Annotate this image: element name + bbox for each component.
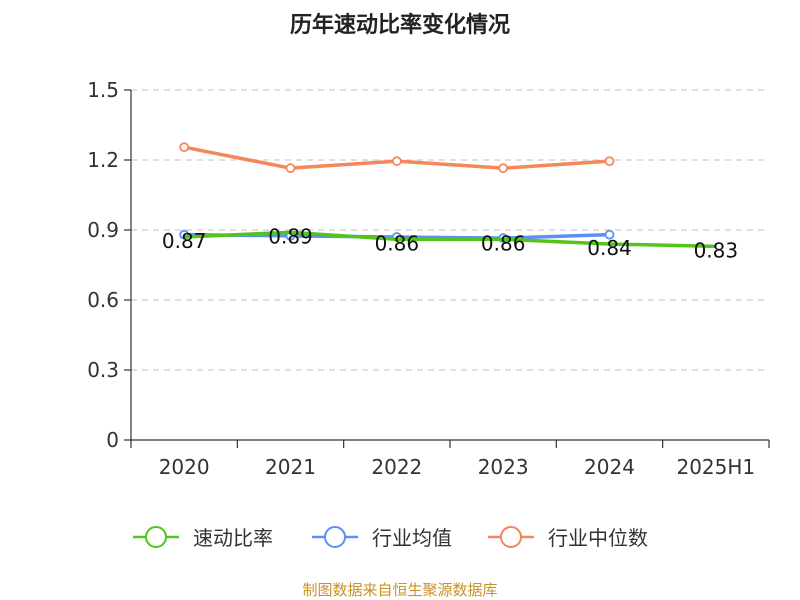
y-tick-label-3: 0.9 bbox=[87, 218, 119, 242]
legend-item-1[interactable]: 行业均值 bbox=[312, 526, 452, 550]
legend-swatch-marker bbox=[500, 526, 522, 548]
axes: 0 0.3 0.6 0.9 1.2 1.5 2020 2021 2022 2023 2024 2025… bbox=[87, 78, 770, 479]
legend[interactable]: 速动比率 行业均值 行业中位数 bbox=[133, 526, 648, 550]
series-1-point-4 bbox=[604, 229, 615, 240]
legend-label-1: 行业均值 bbox=[372, 526, 452, 550]
legend-label-0: 速动比率 bbox=[193, 526, 273, 550]
y-tick-label-2: 0.6 bbox=[87, 288, 119, 312]
data-labels: 0.87 0.89 0.86 0.86 0.84 0.83 bbox=[162, 224, 738, 262]
data-label-1: 0.89 bbox=[268, 224, 313, 248]
legend-swatch-marker bbox=[145, 526, 167, 548]
chart-title: 历年速动比率变化情况 bbox=[290, 12, 510, 38]
data-label-2: 0.86 bbox=[375, 231, 420, 255]
x-tick-label-0: 2020 bbox=[159, 455, 210, 479]
series-2-point-0 bbox=[179, 142, 190, 153]
x-tick-label-2: 2022 bbox=[371, 455, 422, 479]
source-note: 制图数据来自恒生聚源数据库 bbox=[302, 581, 497, 599]
series-2-point-1 bbox=[285, 163, 296, 174]
data-label-3: 0.86 bbox=[481, 231, 526, 255]
y-tick-label-0: 0 bbox=[106, 428, 119, 452]
data-label-5: 0.83 bbox=[694, 238, 739, 262]
x-tick-label-4: 2024 bbox=[584, 455, 635, 479]
x-tick-label-5: 2025H1 bbox=[676, 455, 755, 479]
legend-label-2: 行业中位数 bbox=[548, 526, 648, 550]
series-line-0 bbox=[184, 230, 716, 249]
legend-swatch-marker bbox=[324, 526, 346, 548]
legend-item-2[interactable]: 行业中位数 bbox=[488, 526, 648, 550]
legend-item-0[interactable]: 速动比率 bbox=[133, 526, 273, 550]
y-tick-label-5: 1.5 bbox=[87, 78, 119, 102]
data-label-0: 0.87 bbox=[162, 229, 207, 253]
series-lines bbox=[179, 142, 716, 249]
series-2-point-2 bbox=[391, 156, 402, 167]
data-label-4: 0.84 bbox=[587, 236, 632, 260]
x-tick-label-3: 2023 bbox=[478, 455, 529, 479]
grid-lines bbox=[131, 89, 769, 371]
series-2-point-3 bbox=[498, 163, 509, 174]
x-tick-label-1: 2021 bbox=[265, 455, 316, 479]
series-2-point-4 bbox=[604, 156, 615, 167]
y-tick-label-1: 0.3 bbox=[87, 358, 119, 382]
y-tick-label-4: 1.2 bbox=[87, 148, 119, 172]
